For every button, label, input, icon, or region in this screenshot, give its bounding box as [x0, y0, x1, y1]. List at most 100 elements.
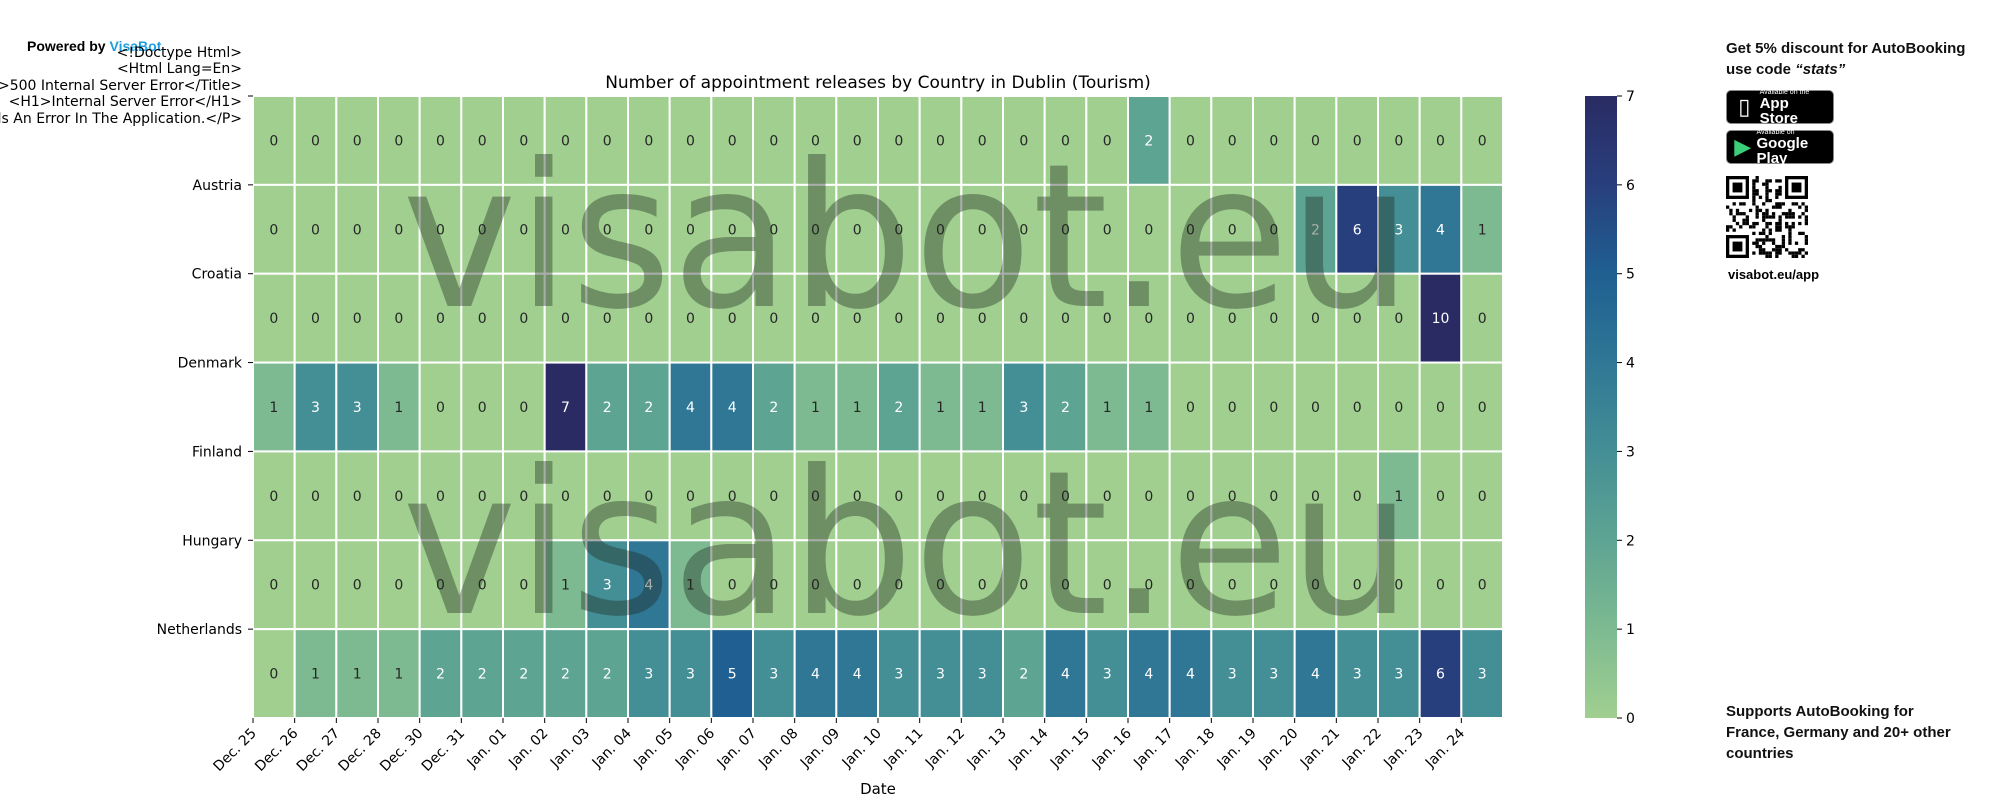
cell-label: 4	[1311, 667, 1320, 683]
qr-module	[1729, 225, 1733, 229]
cell-label: 0	[811, 578, 820, 594]
cell-label: 3	[1228, 667, 1237, 683]
cell-label: 0	[644, 311, 653, 327]
colorbar-tick-label: 7	[1626, 89, 1635, 105]
google-play-button[interactable]: ▶ Available on Google Play	[1726, 129, 1834, 166]
heatmap-cell	[252, 450, 296, 542]
cell-label: 0	[1103, 489, 1112, 505]
qr-finder	[1732, 182, 1743, 193]
colorbar-tick-label: 0	[1626, 711, 1635, 727]
cell-label: 0	[853, 578, 862, 594]
y-tick-label: Finland	[192, 444, 242, 460]
cell-label: 0	[644, 133, 653, 149]
cell-label: 0	[519, 578, 528, 594]
qr-module	[1775, 189, 1779, 193]
qr-module	[1752, 198, 1756, 203]
qr-module	[1778, 189, 1782, 193]
heatmap-cell	[1168, 272, 1213, 364]
qr-module	[1755, 212, 1759, 216]
heatmap-cell	[752, 628, 796, 720]
qr-module	[1778, 221, 1782, 226]
x-tick-label: Dec. 28	[335, 726, 384, 775]
cell-label: 7	[561, 400, 570, 416]
qr-module	[1775, 179, 1779, 183]
cell-label: 0	[478, 222, 487, 238]
x-tick-label: Jan. 08	[755, 726, 801, 772]
cell-label: 0	[728, 133, 737, 149]
qr-module	[1804, 215, 1808, 219]
qr-module	[1778, 248, 1782, 252]
cell-label: 0	[853, 311, 862, 327]
cell-label: 0	[394, 311, 403, 327]
cell-label: 1	[811, 400, 820, 416]
qr-module	[1762, 241, 1766, 245]
qr-module	[1791, 212, 1795, 216]
qr-module	[1781, 212, 1786, 216]
error-line: ls An Error In The Application.</P>	[0, 110, 242, 127]
qr-module	[1794, 251, 1799, 255]
qr-code-icon[interactable]	[1726, 176, 1808, 258]
heatmap-cell	[1002, 450, 1046, 542]
cell-label: 0	[686, 311, 695, 327]
cell-label: 0	[1186, 489, 1195, 505]
qr-module	[1752, 225, 1756, 229]
cell-label: 0	[686, 133, 695, 149]
heatmap-cell	[1460, 450, 1505, 542]
visabot-link[interactable]: VisaBot	[109, 38, 162, 54]
cell-label: 3	[1269, 667, 1278, 683]
cell-label: 0	[1228, 133, 1237, 149]
error-line: <H1>Internal Server Error</H1>	[8, 94, 242, 111]
heatmap-cell	[252, 272, 296, 364]
qr-module	[1788, 231, 1792, 236]
qr-module	[1752, 182, 1756, 186]
heatmap-cell	[418, 183, 463, 275]
heatmap-cell	[1377, 183, 1421, 275]
heatmap-cell	[1460, 95, 1505, 186]
app-store-button[interactable]: ▯ Available on the App Store	[1726, 89, 1834, 126]
cell-label: 1	[853, 400, 862, 416]
cell-label: 0	[894, 133, 903, 149]
cell-label: 0	[1269, 489, 1278, 505]
cell-label: 0	[1019, 311, 1028, 327]
qr-module	[1791, 202, 1795, 206]
qr-module	[1775, 202, 1779, 206]
qr-module	[1758, 251, 1763, 255]
x-tick-label: Jan. 22	[1339, 726, 1385, 772]
y-tick-label: Hungary	[182, 533, 242, 549]
x-tick-label: Dec. 25	[210, 726, 259, 775]
qr-module	[1798, 205, 1802, 209]
qr-module	[1762, 248, 1766, 252]
x-tick-label: Jan. 16	[1089, 725, 1135, 771]
qr-module	[1794, 202, 1799, 206]
heatmap-cell	[460, 272, 505, 364]
cell-label: 0	[769, 133, 778, 149]
qr-module	[1726, 205, 1730, 209]
x-tick-label: Jan. 01	[464, 726, 510, 772]
qr-module	[1765, 189, 1769, 193]
cell-label: 0	[478, 311, 487, 327]
cell-label: 0	[1269, 400, 1278, 416]
cell-label: 0	[686, 489, 695, 505]
heatmap-cell	[1335, 628, 1380, 720]
cell-label: 0	[1144, 489, 1153, 505]
cell-label: 4	[1436, 222, 1445, 238]
heatmap-cell	[1043, 539, 1088, 631]
heatmap-cell	[1043, 628, 1088, 720]
cell-label: 0	[769, 578, 778, 594]
heatmap-cell	[1002, 183, 1046, 275]
qr-module	[1732, 218, 1736, 222]
qr-module	[1729, 212, 1733, 216]
cell-label: 3	[1019, 400, 1028, 416]
qr-module	[1742, 218, 1746, 222]
cell-label: 3	[1394, 222, 1403, 238]
qr-module	[1768, 215, 1772, 219]
qr-module	[1765, 192, 1769, 196]
qr-module	[1752, 241, 1756, 245]
qr-module	[1788, 208, 1792, 213]
cell-label: 4	[644, 578, 653, 594]
cell-label: 0	[769, 311, 778, 327]
cell-label: 3	[769, 667, 778, 683]
heatmap-cell	[1335, 95, 1380, 186]
cell-label: 3	[978, 667, 987, 683]
